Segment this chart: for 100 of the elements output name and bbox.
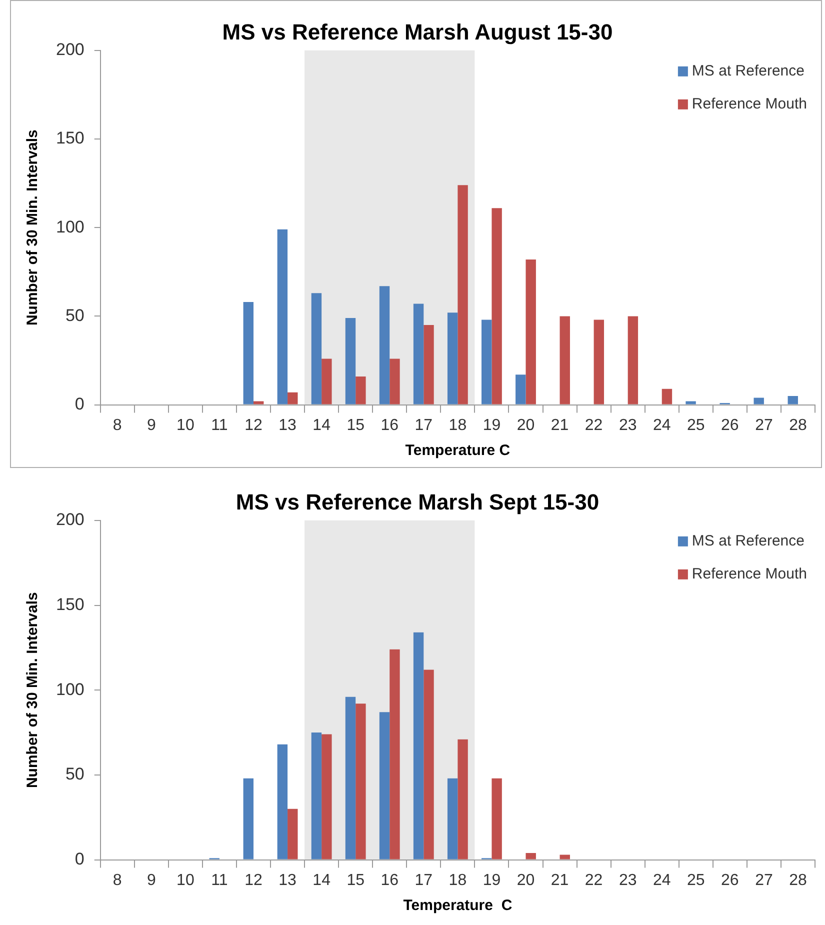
bar	[379, 712, 390, 860]
y-tick-label: 150	[56, 128, 84, 148]
bar	[447, 312, 458, 404]
bar	[345, 696, 356, 860]
bar	[560, 854, 570, 860]
bar	[424, 670, 434, 860]
bar	[311, 732, 322, 860]
y-tick-label: 100	[56, 217, 84, 236]
legend-label: MS at Reference	[692, 62, 804, 80]
x-tick-label: 26	[721, 416, 739, 434]
x-tick-label: 9	[146, 872, 156, 889]
x-tick-label: 20	[516, 872, 535, 889]
x-tick-label: 15	[346, 872, 365, 889]
x-tick-label: 13	[278, 872, 297, 889]
x-tick-label: 24	[652, 872, 671, 889]
bar	[526, 259, 536, 404]
bar	[390, 649, 400, 860]
x-tick-label: 24	[652, 416, 671, 434]
chart-title: MS vs Reference Marsh Sept 15-30	[236, 489, 600, 514]
y-tick-label: 0	[74, 849, 84, 868]
bar	[311, 293, 322, 404]
x-tick-label: 17	[414, 872, 433, 889]
x-tick-label: 17	[414, 416, 433, 434]
bar	[686, 401, 696, 404]
x-tick-label: 16	[380, 416, 399, 434]
x-tick-label: 11	[211, 416, 228, 434]
bar	[356, 704, 366, 860]
x-tick-label: 13	[278, 416, 297, 434]
bar	[788, 396, 798, 404]
x-tick-label: 16	[380, 872, 399, 889]
y-tick-label: 200	[56, 40, 84, 60]
legend-label: MS at Reference	[692, 532, 804, 550]
x-tick-label: 14	[312, 416, 331, 434]
bar	[379, 286, 390, 404]
bar	[458, 185, 468, 404]
bar	[492, 778, 502, 860]
bar	[458, 739, 468, 860]
x-tick-label: 23	[618, 872, 637, 889]
bar	[492, 208, 502, 404]
legend-label: Reference Mouth	[692, 566, 808, 583]
x-tick-label: 23	[618, 416, 637, 434]
bar	[288, 808, 298, 860]
x-tick-label: 10	[176, 416, 194, 434]
bar	[322, 734, 332, 860]
bar	[594, 320, 604, 404]
bar	[356, 376, 366, 404]
x-tick-label: 12	[244, 416, 262, 434]
chart-title: MS vs Reference Marsh August 15-30	[222, 19, 613, 44]
x-tick-label: 18	[448, 872, 467, 889]
x-tick-label: 11	[211, 872, 228, 889]
bar	[345, 318, 356, 404]
bar	[277, 229, 288, 404]
x-tick-label: 8	[112, 416, 122, 434]
x-tick-label: 22	[584, 872, 603, 889]
bar	[628, 316, 638, 404]
bar	[322, 358, 332, 404]
bar	[662, 388, 672, 404]
x-tick-label: 8	[112, 872, 122, 889]
y-tick-label: 200	[56, 510, 84, 530]
bar	[482, 320, 492, 404]
bar	[243, 778, 254, 860]
x-tick-label: 12	[244, 872, 262, 889]
y-tick-label: 50	[65, 764, 84, 784]
x-tick-label: 20	[516, 416, 535, 434]
y-tick-label: 50	[65, 306, 84, 325]
bar	[560, 316, 570, 404]
x-tick-label: 28	[789, 416, 807, 434]
legend-label: Reference Mouth	[692, 96, 808, 113]
bar	[447, 778, 458, 860]
y-axis-title: Number of 30 Min. Intervals	[24, 592, 42, 788]
x-axis-title: Temperature C	[405, 442, 510, 460]
x-tick-label: 18	[448, 416, 467, 434]
x-tick-label: 25	[686, 872, 705, 889]
bar	[413, 632, 424, 860]
x-tick-label: 26	[721, 872, 739, 889]
bar	[413, 304, 424, 404]
x-tick-label: 21	[550, 872, 569, 889]
bar	[516, 374, 526, 404]
bar	[526, 853, 536, 860]
x-tick-label: 25	[686, 416, 705, 434]
bar	[243, 302, 254, 404]
bar	[254, 401, 264, 404]
x-tick-label: 22	[584, 416, 603, 434]
bar	[277, 744, 288, 860]
bar	[754, 398, 764, 404]
x-tick-label: 19	[482, 872, 501, 889]
bar	[288, 392, 298, 404]
y-tick-label: 100	[56, 680, 84, 699]
x-tick-label: 28	[789, 872, 807, 889]
y-axis-title: Number of 30 Min. Intervals	[24, 130, 42, 326]
bar	[424, 325, 434, 404]
x-tick-label: 19	[482, 416, 501, 434]
x-tick-label: 9	[146, 416, 156, 434]
x-tick-label: 21	[550, 416, 569, 434]
x-tick-label: 10	[176, 872, 194, 889]
x-tick-label: 14	[312, 872, 331, 889]
x-tick-label: 27	[755, 872, 773, 889]
y-tick-label: 0	[74, 394, 84, 414]
x-axis-title: Temperature C	[403, 897, 512, 914]
x-tick-label: 27	[755, 416, 773, 434]
